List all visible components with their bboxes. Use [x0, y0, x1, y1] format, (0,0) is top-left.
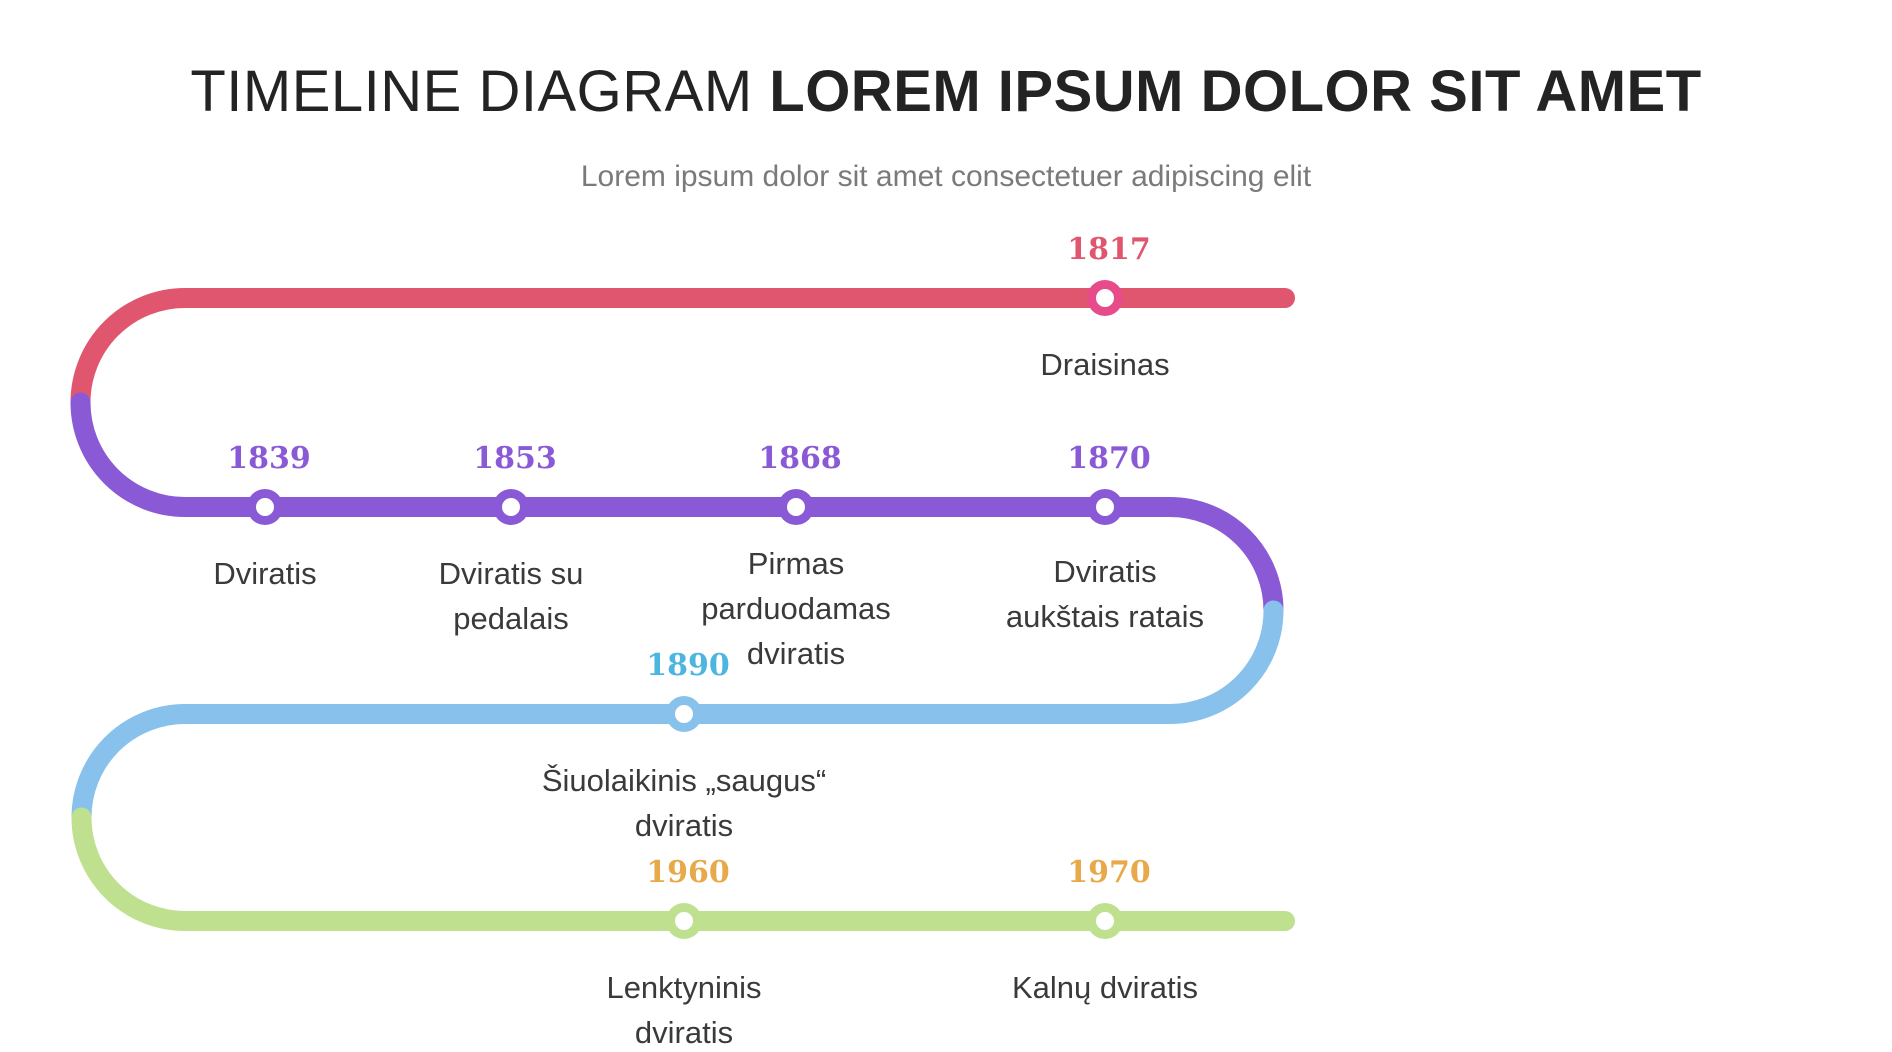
event-year: 1839 [227, 441, 311, 476]
event-marker-center [675, 912, 693, 930]
event-label: dviratis [635, 1015, 733, 1050]
event-label: aukštais ratais [1006, 599, 1204, 634]
title-bold: LOREM IPSUM DOLOR SIT AMET [769, 59, 1702, 124]
event-label: parduodamas [701, 591, 891, 626]
event-marker-center [675, 705, 693, 723]
event-label: Kalnų dviratis [1012, 970, 1198, 1005]
event-year: 1970 [1067, 855, 1151, 890]
event-label: Draisinas [1040, 347, 1169, 382]
event-year: 1853 [473, 441, 557, 476]
track-row-2 [70, 392, 1284, 621]
event-marker-center [502, 498, 520, 516]
event-year: 1890 [646, 648, 730, 683]
event-marker-center [1096, 289, 1114, 307]
page-title: TIMELINE DIAGRAM LOREM IPSUM DOLOR SIT A… [0, 58, 1892, 125]
event-label: Šiuolaikinis „saugus“ [542, 763, 826, 798]
timeline-markers [247, 280, 1123, 939]
event-label: dviratis [635, 808, 733, 843]
event-label: Lenktyninis [606, 970, 761, 1005]
event-year: 1868 [758, 441, 842, 476]
event-marker-center [1096, 912, 1114, 930]
event-marker-center [1096, 498, 1114, 516]
event-marker-center [787, 498, 805, 516]
event-year: 1870 [1067, 441, 1151, 476]
event-label: Dviratis su [439, 556, 584, 591]
event-label: Dviratis [213, 556, 316, 591]
event-label: dviratis [747, 636, 845, 671]
page-subtitle: Lorem ipsum dolor sit amet consectetuer … [580, 160, 1312, 193]
event-year: 1960 [646, 855, 730, 890]
event-year: 1817 [1067, 232, 1151, 267]
track-row-4 [71, 807, 1295, 931]
title-light: TIMELINE DIAGRAM [190, 59, 753, 124]
event-marker-center [256, 498, 274, 516]
event-label: pedalais [453, 601, 568, 636]
event-label: Dviratis [1053, 554, 1156, 589]
timeline-texts: 1817 Draisinas 1839 Dviratis 1853 Dviratis su… [213, 232, 1204, 1050]
track-row-1 [70, 288, 1295, 413]
event-label: Pirmas [748, 546, 844, 581]
